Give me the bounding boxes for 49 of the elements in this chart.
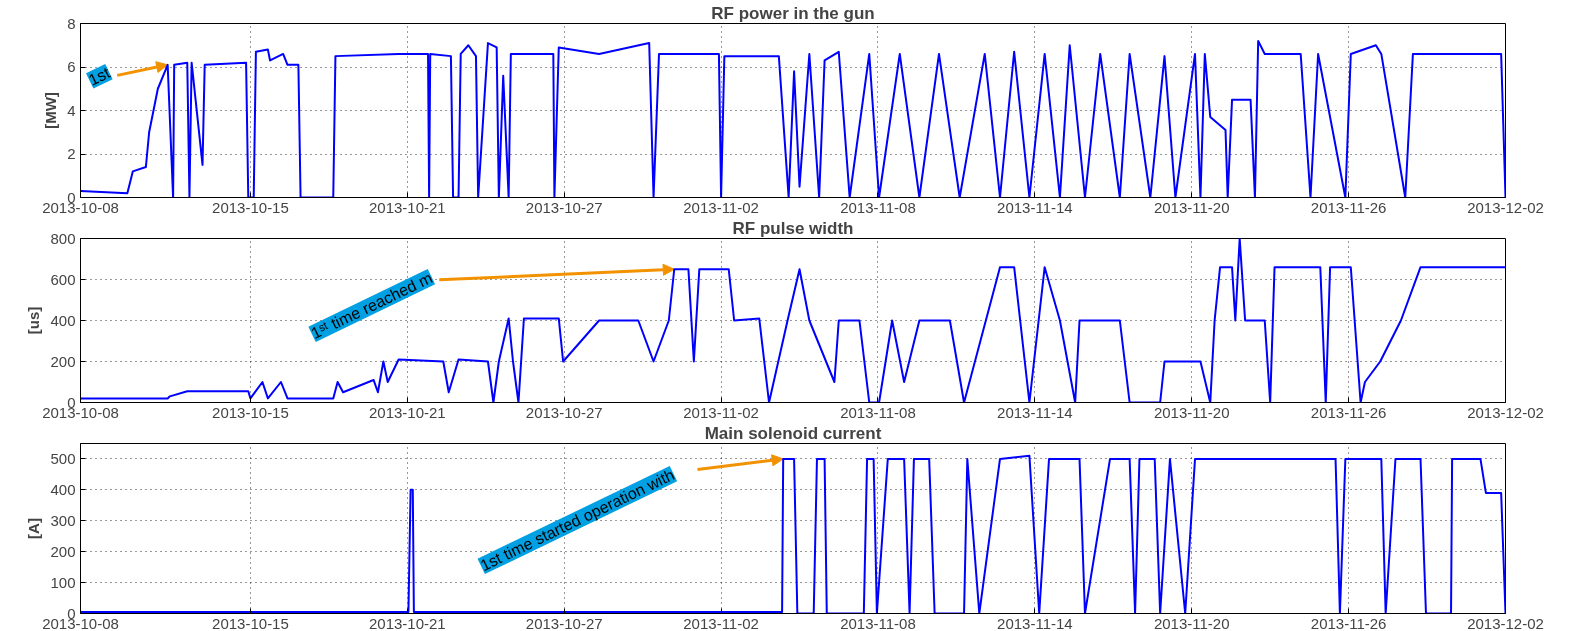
- x-tick-label: 2013-10-15: [212, 403, 289, 421]
- y-axis-title: [us]: [25, 306, 43, 335]
- x-tick-label: 2013-11-20: [1153, 614, 1230, 631]
- y-tick-label: 500: [50, 449, 76, 467]
- y-tick-label: 300: [50, 511, 76, 529]
- x-tick-label: 2013-10-21: [368, 198, 446, 216]
- y-tick-label: 6: [67, 58, 76, 75]
- x-tick-label: 2013-11-20: [1153, 403, 1230, 421]
- x-tick-label: 2013-11-02: [683, 403, 759, 421]
- x-tick-label: 2013-10-15: [212, 614, 289, 631]
- x-tick-label: 2013-10-27: [525, 198, 603, 216]
- y-tick-label: 400: [50, 480, 76, 498]
- y-axis-title: [A]: [25, 518, 43, 539]
- chart-title: RF power in the gun: [711, 3, 875, 23]
- annotation: 1st: [86, 63, 114, 89]
- x-tick-label: 2013-11-08: [840, 198, 916, 216]
- x-tick-label: 2013-11-08: [840, 614, 916, 631]
- y-tick-label: 100: [50, 573, 76, 591]
- chart-title: Main solenoid current: [704, 423, 882, 443]
- x-tick-label: 2013-12-02: [1467, 403, 1544, 421]
- line-series: [80, 238, 1506, 403]
- x-tick-label: 2013-10-27: [525, 614, 603, 631]
- x-tick-label: 2013-12-02: [1467, 198, 1544, 216]
- x-tick-label: 2013-11-26: [1310, 198, 1387, 216]
- y-tick-label: 600: [50, 270, 76, 288]
- x-tick-label: 2013-10-21: [368, 403, 446, 421]
- x-tick-label: 2013-10-15: [212, 198, 289, 216]
- x-tick-label: 2013-11-02: [683, 614, 759, 631]
- chart-title: RF pulse width: [732, 218, 854, 238]
- x-tick-label: 2013-10-27: [525, 403, 603, 421]
- x-tick-label: 2013-11-20: [1153, 198, 1230, 216]
- x-tick-label: 2013-11-26: [1310, 403, 1387, 421]
- y-tick-label: 8: [67, 14, 76, 32]
- x-tick-label: 2013-11-08: [840, 403, 916, 421]
- x-tick-label: 2013-11-26: [1310, 614, 1387, 631]
- y-tick-label: 400: [50, 311, 76, 329]
- y-tick-label: 4: [67, 101, 76, 119]
- x-tick-label: 2013-11-14: [997, 198, 1073, 216]
- y-tick-label: 800: [50, 229, 76, 247]
- y-tick-label: 200: [50, 352, 76, 370]
- x-tick-label: 2013-12-02: [1467, 614, 1544, 631]
- y-tick-label: 2: [67, 145, 76, 162]
- x-tick-label: 2013-11-14: [997, 614, 1073, 631]
- x-tick-label: 2013-10-21: [368, 614, 446, 631]
- x-tick-label: 2013-11-02: [683, 198, 759, 216]
- line-series: [80, 454, 1506, 614]
- y-tick-label: 200: [50, 542, 76, 560]
- x-tick-label: 2013-11-14: [997, 403, 1073, 421]
- y-axis-title: [MW]: [42, 92, 60, 129]
